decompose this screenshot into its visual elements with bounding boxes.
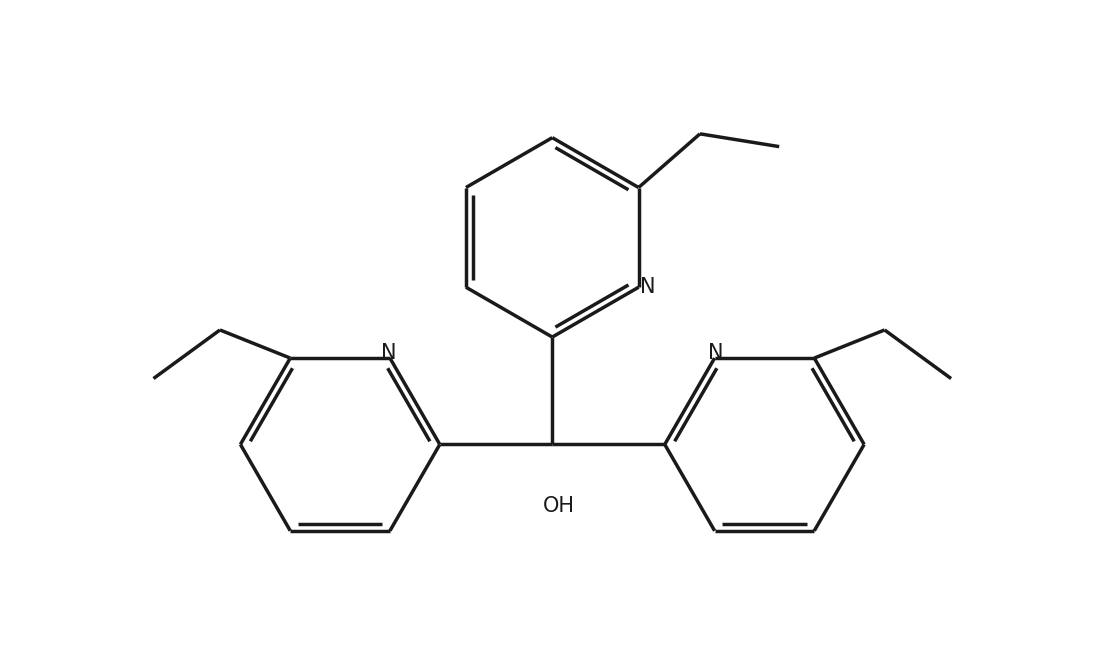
Text: N: N — [709, 343, 724, 363]
Text: OH: OH — [542, 495, 574, 516]
Text: N: N — [381, 343, 397, 363]
Text: N: N — [640, 277, 656, 297]
